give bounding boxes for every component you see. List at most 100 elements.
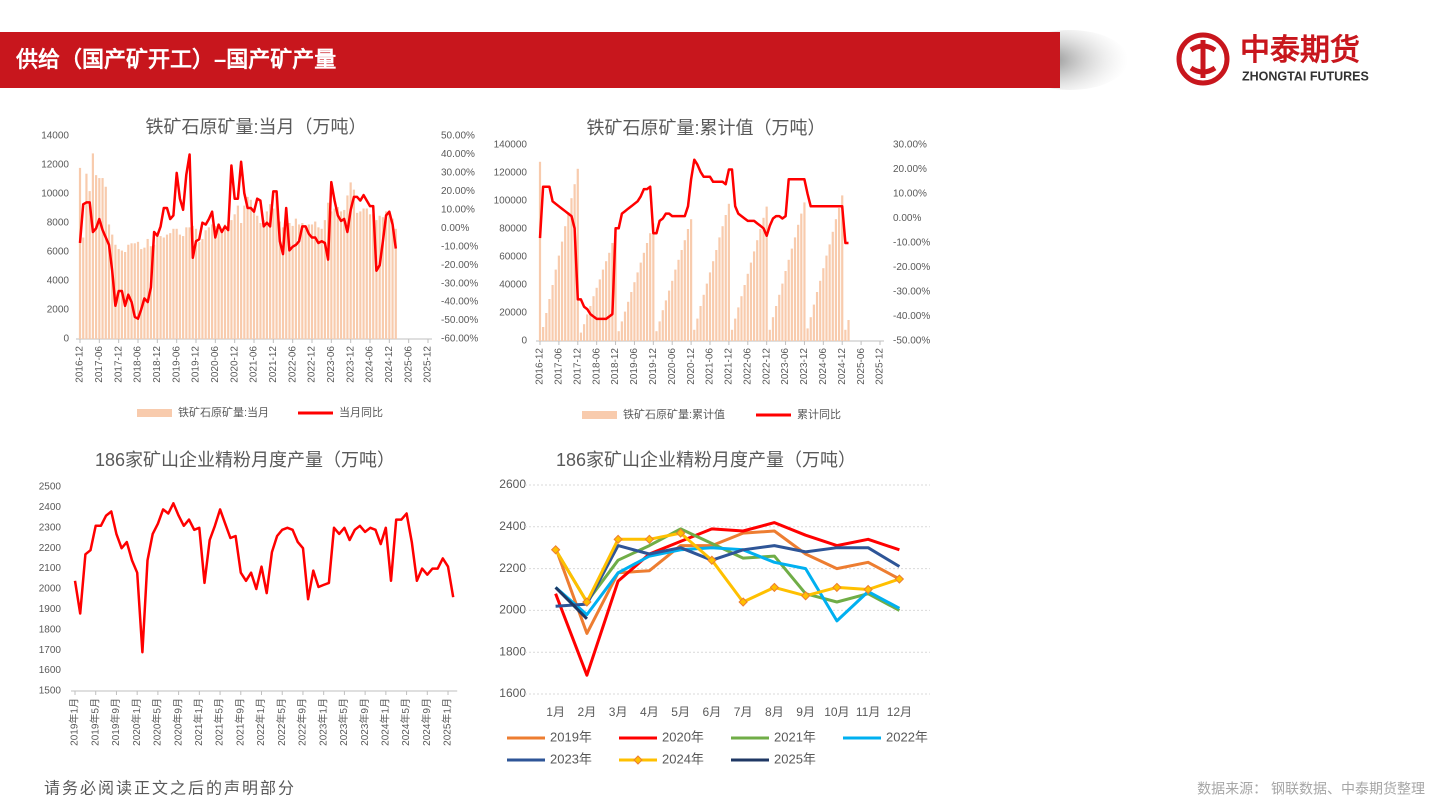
- line: [555, 544, 901, 608]
- y-tick-label: 2400: [499, 519, 526, 533]
- bar: [256, 215, 259, 339]
- bar: [743, 285, 746, 341]
- x-tick-label: 2017-06: [554, 348, 565, 385]
- y-tick-label: 1800: [39, 624, 62, 635]
- x-tick-label: 2023-06: [780, 348, 791, 385]
- bar: [831, 231, 834, 341]
- y-tick-label: 2200: [39, 543, 62, 554]
- bar: [230, 220, 233, 339]
- bar: [333, 208, 336, 339]
- bar: [365, 208, 368, 339]
- bar: [825, 255, 828, 341]
- bar: [124, 252, 127, 339]
- bar: [111, 234, 114, 339]
- bar: [233, 214, 236, 339]
- marker: [800, 591, 811, 601]
- x-tick-label: 2021年5月: [213, 698, 226, 746]
- y-tick-label: 120000: [494, 168, 528, 179]
- bar: [617, 331, 620, 341]
- bar: [712, 261, 715, 341]
- legend-label: 2021年: [774, 729, 816, 744]
- y-tick-label: 0: [521, 336, 527, 347]
- bar: [649, 233, 652, 341]
- bar: [214, 225, 217, 339]
- bar: [699, 306, 702, 341]
- x-tick-label: 2021-12: [268, 346, 279, 383]
- bar: [381, 217, 384, 339]
- bar: [570, 198, 573, 341]
- x-tick-label: 2020-06: [210, 346, 221, 383]
- bar: [159, 236, 162, 339]
- bar: [275, 194, 278, 339]
- x-tick-label: 2019年1月: [68, 698, 81, 746]
- y-tick-label: 10.00%: [441, 204, 475, 215]
- x-tick-label: 4月: [640, 705, 659, 719]
- bar: [372, 214, 375, 339]
- x-tick-label: 2019年5月: [88, 698, 101, 746]
- bar: [576, 168, 579, 341]
- y-tick-label: 12000: [41, 160, 69, 171]
- chart-title: 186家矿山企业精粉月度产量（万吨）: [95, 450, 395, 470]
- bar: [146, 238, 149, 339]
- legend-marker: [633, 755, 643, 765]
- bar: [677, 259, 680, 341]
- bar: [734, 318, 737, 341]
- logo-mark: [1189, 40, 1217, 78]
- bar: [834, 219, 838, 341]
- bar: [368, 214, 372, 339]
- x-tick-label: 1月: [546, 705, 565, 719]
- source: 数据来源： 钢联数据、中泰期货整理: [1197, 781, 1425, 797]
- bar: [169, 233, 172, 339]
- bar: [652, 223, 655, 341]
- x-tick-label: 2023年9月: [358, 698, 371, 746]
- x-tick-label: 2022-06: [287, 346, 298, 383]
- bar: [664, 300, 668, 341]
- bar: [385, 211, 388, 339]
- bar: [812, 304, 815, 341]
- bar: [304, 225, 307, 339]
- x-tick-label: 2025-06: [403, 346, 414, 383]
- bar: [178, 234, 181, 339]
- bar: [349, 182, 352, 339]
- bar: [708, 272, 712, 341]
- bar: [752, 251, 756, 341]
- bar: [768, 329, 771, 341]
- bar: [165, 234, 169, 339]
- x-tick-label: 2022-12: [761, 348, 772, 385]
- bar: [608, 252, 611, 341]
- x-tick-label: 2018-12: [610, 348, 621, 385]
- bar: [101, 178, 104, 339]
- line: [78, 153, 398, 320]
- bar: [620, 321, 623, 341]
- x-tick-label: 2024年5月: [399, 698, 412, 746]
- y-tick-label: -30.00%: [893, 287, 930, 298]
- bar: [391, 218, 394, 339]
- x-tick-label: 11月: [856, 705, 880, 719]
- bar: [294, 218, 297, 339]
- legend-label: 2020年: [662, 729, 704, 744]
- logo-en: ZHONGTAI FUTURES: [1242, 69, 1369, 83]
- y-tick-label: 1600: [39, 665, 62, 676]
- bar: [557, 255, 560, 341]
- marker: [582, 597, 592, 607]
- legend-label: 2023年: [550, 751, 592, 766]
- marker: [613, 534, 623, 545]
- bar: [693, 329, 696, 341]
- bar: [243, 205, 246, 339]
- x-tick-label: 2021年9月: [233, 698, 246, 746]
- bar: [323, 220, 326, 339]
- bar: [545, 313, 548, 341]
- x-tick-label: 2023年1月: [316, 698, 329, 746]
- y-tick-label: 2000: [39, 584, 62, 595]
- x-tick-label: 2017-12: [113, 346, 124, 383]
- y-tick-label: 14000: [41, 131, 69, 142]
- bar: [288, 223, 291, 339]
- bar: [683, 240, 686, 341]
- x-tick-label: 2023-12: [799, 348, 810, 385]
- x-tick-label: 2023-12: [345, 346, 356, 383]
- bar: [207, 227, 210, 339]
- bar: [156, 236, 159, 339]
- bar: [696, 318, 699, 341]
- bar: [781, 283, 784, 341]
- bar: [756, 240, 759, 341]
